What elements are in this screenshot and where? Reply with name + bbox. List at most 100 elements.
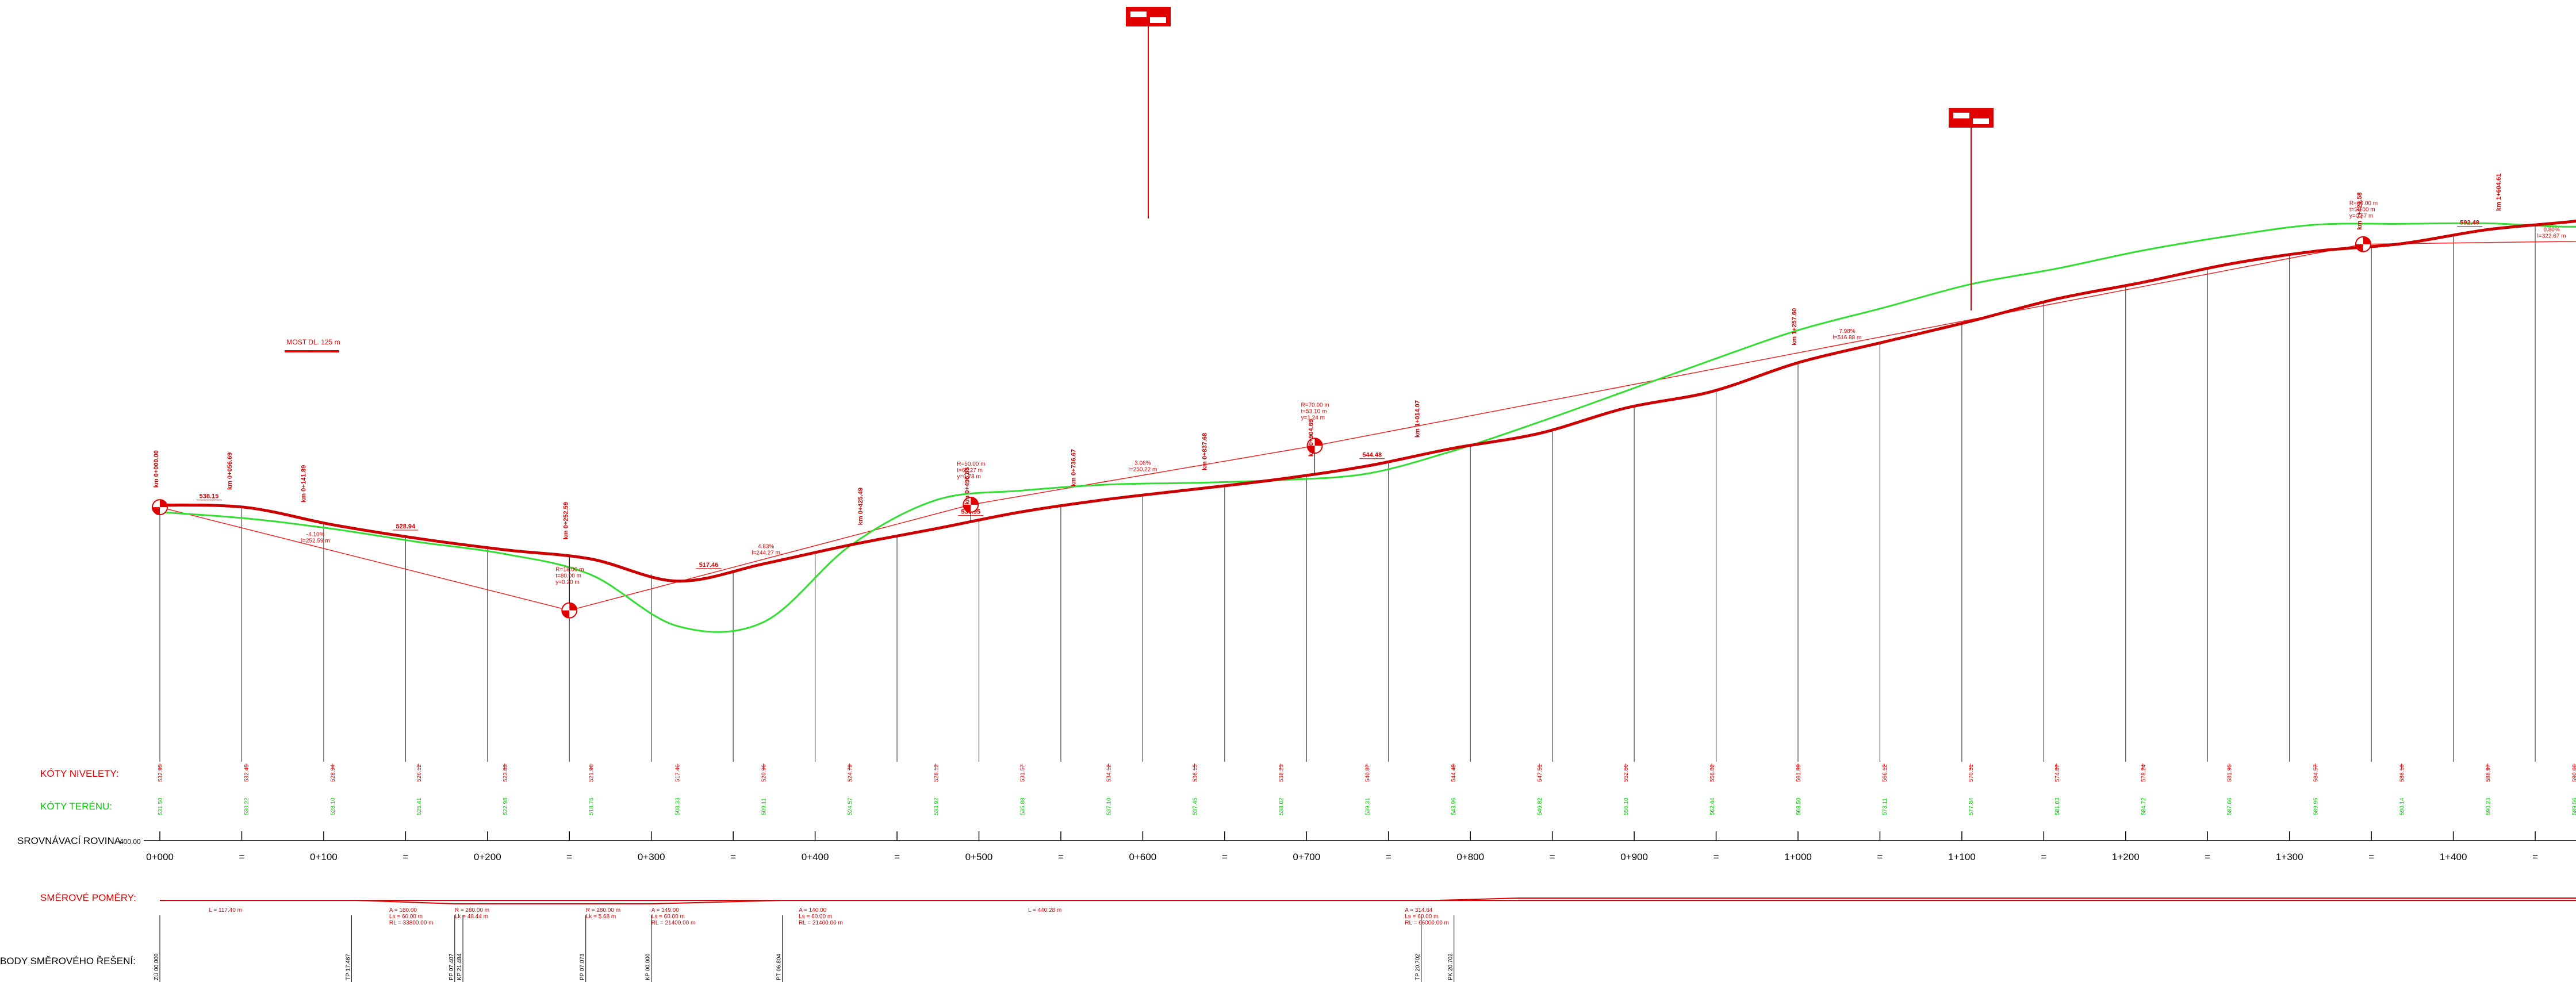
grade-label: 0.80% l=322.67 m (2537, 227, 2566, 239)
chainage-label: 1+200 (2112, 851, 2140, 862)
vertex-marker-icon (152, 499, 168, 516)
teren-value: 549.82 (1537, 797, 1543, 815)
teren-value: 590.14 (2399, 797, 2406, 815)
grade-line: -4.10% l=252.59 m 4.83% l=244.27 m 3.08% l=25… (159, 227, 2576, 611)
teren-value: 568.50 (1796, 797, 1802, 815)
niveleta-value: 523.83 (503, 764, 509, 782)
alignment-point: PT 06.804 (776, 954, 783, 980)
station-callouts: km 0+000.00 km 0+056.69 km 0+141.89 km 0+25… (153, 174, 2502, 540)
chainage-sep: = (1386, 851, 1392, 862)
chainage-sep: = (1713, 851, 1719, 862)
niveleta-value: 540.87 (1364, 764, 1371, 782)
chainage-label: 1+100 (1948, 851, 1976, 862)
chainage-label: 1+300 (2276, 851, 2303, 862)
station-callout: km 0+141.89 (300, 465, 307, 502)
chainage-sep: = (2041, 851, 2046, 862)
alignment-label: A = 149.00 Ls = 60.00 m RL = 21400.00 m (651, 907, 696, 926)
niveleta-value: 534.12 (1106, 764, 1112, 782)
niveleta-value: 536.15 (1192, 764, 1198, 782)
teren-value: 590.23 (2486, 797, 2492, 815)
niveleta-value: 517.46 (675, 764, 681, 782)
niveleta-value: 561.89 (1796, 764, 1802, 782)
teren-value: 589.95 (2313, 797, 2320, 815)
alignment-point: PP 07.407 (448, 953, 455, 980)
station-callout: km 0+904.69 (1308, 419, 1315, 457)
vertex-curve-params: R=60.00 m t=50.00 m y=0.57 m (2349, 201, 2378, 220)
grade-label: 4.83% l=244.27 m (752, 544, 780, 557)
teren-value: 539.31 (1364, 797, 1371, 815)
teren-value: 537.10 (1106, 797, 1112, 815)
teren-value: 531.50 (158, 797, 164, 815)
niveleta-value: 552.66 (1623, 764, 1630, 782)
station-callout: km 0+056.69 (227, 452, 233, 490)
niveleta-value: 521.96 (589, 764, 595, 782)
station-callout: km 0+252.59 (562, 502, 569, 539)
teren-value: 538.02 (1278, 797, 1285, 815)
station-callout: km 0+837.68 (1201, 433, 1208, 470)
niveleta-polyline (159, 219, 2576, 583)
chainage-label: 1+400 (2440, 851, 2467, 862)
chainage-label: 1+000 (1784, 851, 1812, 862)
row-label-body: BODY SMĚROVÉHO ŘEŠENÍ: (0, 956, 136, 966)
teren-value: 522.98 (503, 797, 509, 815)
tangent-polyline (159, 241, 2576, 611)
chainage-sep: = (566, 851, 572, 862)
vertical-curve-vertices: R=18.00 m t=80.00 m y=0.20 m R=50.00 m t=60.… (152, 201, 2378, 619)
alignment-point: KP 00.000 (645, 953, 651, 980)
bridge-marker: MOST DL. 125 m (285, 338, 340, 352)
chainage-sep: = (1877, 851, 1883, 862)
grade-label: -4.10% l=252.59 m (301, 531, 330, 544)
station-callout: km 0+736.67 (1070, 449, 1077, 486)
vertex-curve-params: R=18.00 m t=80.00 m y=0.20 m (555, 567, 584, 586)
chainage-label: 0+700 (1293, 851, 1320, 862)
spot-elevation: 528.94 (396, 523, 416, 530)
teren-value: 533.92 (934, 797, 940, 815)
niveleta-value: 531.57 (1019, 764, 1026, 782)
terrain-polyline (159, 222, 2576, 633)
alignment-point: TP 17.467 (345, 954, 351, 980)
chainage-sep: = (402, 851, 408, 862)
terrain-line (159, 222, 2576, 633)
chainage-label: 0+600 (1129, 851, 1157, 862)
chainage-label: 0+100 (310, 851, 338, 862)
niveleta-value: 528.12 (934, 764, 940, 782)
niveleta-value: 532.45 (244, 764, 250, 782)
row-label-smerove: SMĚROVÉ POMĚRY: (40, 892, 136, 903)
alignment-label: R = 280.00 m Lk = 48.44 m (455, 907, 489, 920)
datum-value: 400.00 (120, 838, 141, 846)
chainage-sep: = (1058, 851, 1064, 862)
spot-elevation: 538.15 (200, 493, 219, 500)
teren-value: 535.88 (1019, 797, 1026, 815)
station-callout: km 1+014.07 (1414, 400, 1421, 438)
teren-value: 525.41 (416, 797, 423, 815)
chainage-label: 0+200 (474, 851, 501, 862)
niveleta-value: 520.96 (761, 764, 768, 782)
teren-value: 562.44 (1709, 797, 1716, 815)
niveleta-value: 586.10 (2399, 764, 2406, 782)
spot-elevation: 592.48 (2460, 219, 2479, 226)
alignment-curve-1 (356, 900, 783, 904)
niveleta-value: 538.23 (1278, 764, 1285, 782)
alignment-label: A = 180.00 Ls = 60.00 m RL = 33800.00 m (389, 907, 434, 926)
chainage-label: 0+500 (965, 851, 993, 862)
teren-value: 573.11 (1882, 798, 1888, 815)
station-callout: km 1+604.61 (2496, 174, 2502, 211)
chainage-sep: = (1550, 851, 1555, 862)
vertex-curve-params: R=50.00 m t=60.27 m y=0.78 m (957, 461, 985, 480)
teren-value: 556.10 (1623, 797, 1630, 815)
niveleta-value: 544.48 (1451, 764, 1457, 782)
niveleta-value: 556.02 (1709, 764, 1716, 782)
teren-value: 543.96 (1451, 797, 1457, 815)
niveleta-value: 578.24 (2141, 764, 2147, 782)
teren-value: 537.45 (1192, 797, 1198, 815)
alignment-curve-2 (1438, 897, 2576, 901)
chainage-sep: = (2532, 851, 2538, 862)
vertex-marker-icon (1306, 438, 1323, 454)
vertex-marker-icon (963, 496, 979, 513)
survey-flags (1126, 7, 1994, 310)
station-callout: km 0+425.49 (857, 488, 864, 525)
alignment-label: L = 440.28 m (1028, 907, 1061, 914)
chainage-label: 0+300 (638, 851, 665, 862)
vertex-marker-icon (2355, 236, 2371, 252)
